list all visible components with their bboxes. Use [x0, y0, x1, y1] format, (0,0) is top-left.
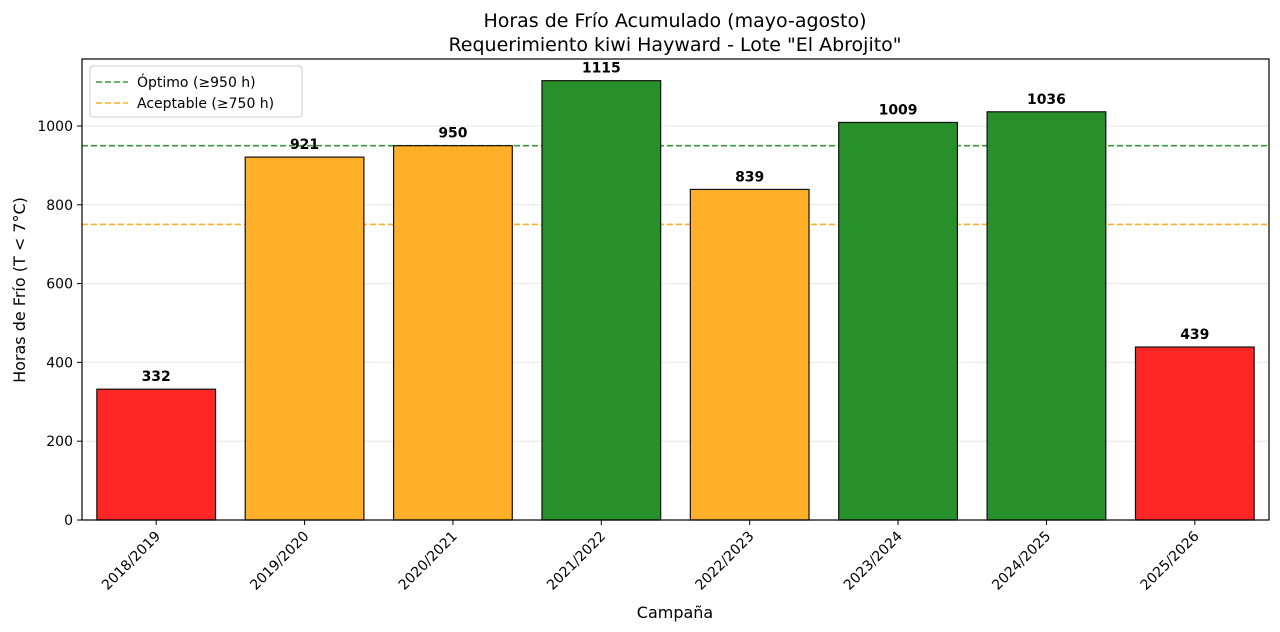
bar-value-label: 921 [290, 137, 319, 153]
bar-2020-2021 [392, 145, 513, 521]
bar-layer: 332 921 950 1115 839 1009 1036 439 [96, 61, 1255, 521]
legend-box [89, 65, 303, 118]
y-tick-label: 600 [46, 277, 73, 293]
chart-title: Horas de Frío Acumulado (mayo-agosto) [483, 10, 866, 32]
plot-frame [81, 58, 1270, 521]
y-tick-label: 800 [46, 198, 73, 214]
x-tick-label: 2021/2022 [544, 529, 609, 594]
bar-2024-2025 [986, 111, 1107, 521]
y-tick-label: 400 [46, 355, 73, 371]
bar-value-label: 439 [1180, 327, 1209, 343]
legend: Óptimo (≥950 h) Aceptable (≥750 h) [89, 65, 303, 118]
x-tick-label: 2018/2019 [99, 529, 164, 594]
legend-label-optimo: Óptimo (≥950 h) [137, 73, 256, 91]
x-tick-label: 2019/2020 [247, 529, 312, 594]
bar-2025-2026 [1134, 346, 1255, 521]
y-axis-label: Horas de Frío (T < 7°C) [10, 197, 29, 383]
bar-value-label: 1036 [1027, 92, 1066, 108]
x-tick-label: 2024/2025 [989, 529, 1054, 594]
y-tick-label: 200 [46, 434, 73, 450]
bar-2021-2022 [541, 80, 662, 521]
bar-value-label: 839 [735, 169, 764, 185]
bar-value-label: 950 [438, 126, 467, 142]
chart-subtitle: Requerimiento kiwi Hayward - Lote "El Ab… [448, 34, 901, 56]
bar-2022-2023 [689, 188, 810, 521]
x-tick-label: 2025/2026 [1138, 528, 1203, 593]
y-tick-label: 0 [64, 513, 73, 529]
x-tick-label: 2023/2024 [841, 528, 906, 593]
bar-value-label: 332 [142, 369, 171, 385]
bar-value-label: 1115 [582, 61, 621, 77]
x-tick-label: 2020/2021 [396, 529, 461, 594]
y-tick-label: 1000 [37, 119, 73, 135]
bar-2018-2019 [96, 388, 217, 521]
bar-value-label: 1009 [879, 102, 918, 118]
legend-label-aceptable: Aceptable (≥750 h) [137, 96, 274, 112]
bar-2023-2024 [838, 121, 959, 521]
x-tick-label: 2022/2023 [692, 529, 757, 594]
x-axis-label: Campaña [637, 603, 713, 622]
bar-2019-2020 [244, 156, 365, 521]
